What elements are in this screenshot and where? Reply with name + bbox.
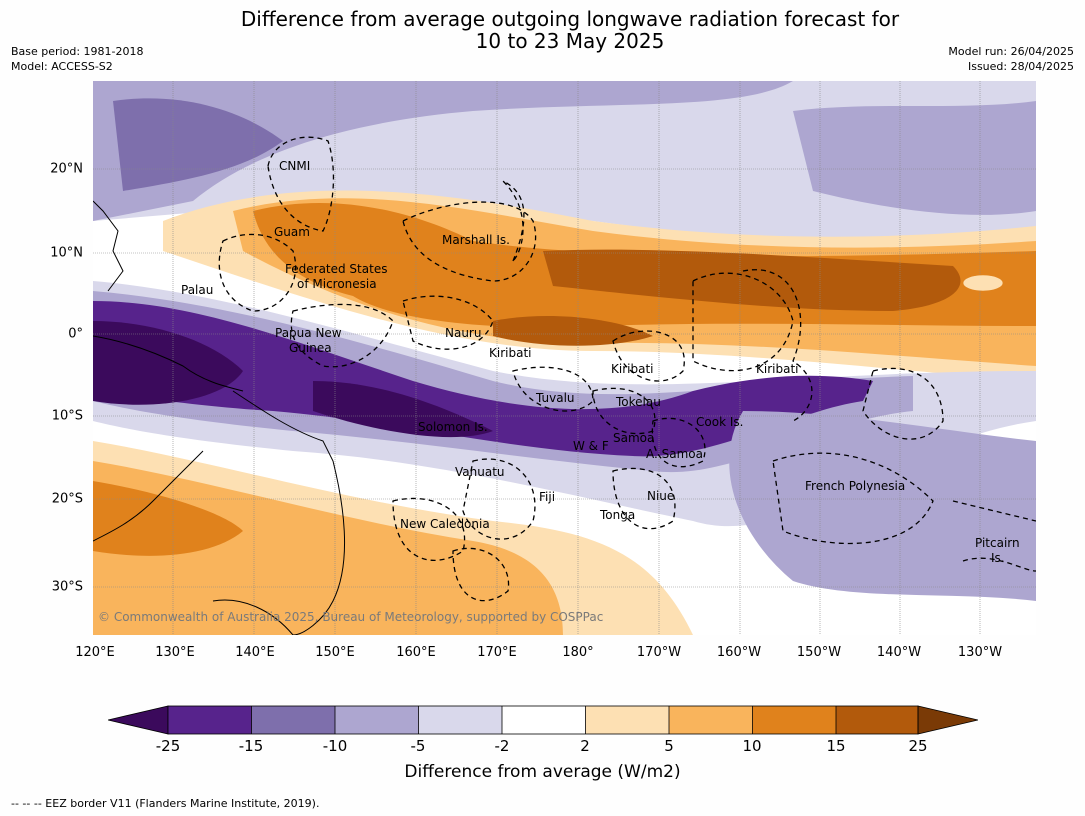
label-fsm-line2: of Micronesia <box>297 277 377 291</box>
shade-north-mid2 <box>793 101 1036 215</box>
label-fsm-line1: Federated States <box>285 262 388 276</box>
label-new-caledonia: New Caledonia <box>400 517 490 531</box>
chart-title: Difference from average outgoing longwav… <box>0 8 1085 52</box>
label-kiribati-west: Kiribati <box>489 346 532 360</box>
cb-tick-m15: -15 <box>238 737 264 755</box>
colorbar-bin-6 <box>585 706 669 734</box>
shade-purple-strong <box>93 301 873 457</box>
cb-tick-10: 10 <box>742 737 762 755</box>
label-cook: Cook Is. <box>696 415 744 429</box>
x-tick-160e: 160°E <box>396 645 436 660</box>
meta-right: Model run: 26/04/2025 Issued: 28/04/2025 <box>948 44 1074 74</box>
label-kiribati-central: Kiribati <box>611 362 654 376</box>
label-marshall: Marshall Is. <box>442 233 510 247</box>
y-tick-30s: 30°S <box>51 579 83 595</box>
model-run: Model run: 26/04/2025 <box>948 45 1074 58</box>
colorbar-bin-3 <box>335 706 419 734</box>
cb-tick-25: 25 <box>908 737 928 755</box>
colorbar <box>108 705 978 735</box>
eez-footnote: -- -- -- EEZ border V11 (Flanders Marine… <box>11 797 320 810</box>
shade-orange-dark <box>543 249 961 311</box>
label-pitcairn-line1: Pitcairn <box>975 536 1020 550</box>
shade-sw-orange-mid <box>93 461 563 635</box>
title-line-1: Difference from average outgoing longwav… <box>240 7 900 31</box>
label-png-line1: Papua New <box>275 326 342 340</box>
x-tick-180: 180° <box>562 645 594 660</box>
label-cnmi: CNMI <box>279 159 311 173</box>
meta-left: Base period: 1981-2018 Model: ACCESS-S2 <box>11 44 143 74</box>
model-name: Model: ACCESS-S2 <box>11 60 113 73</box>
x-tick-140e: 140°E <box>235 645 275 660</box>
y-tick-10n: 10°N <box>50 245 83 261</box>
label-tuvalu: Tuvalu <box>536 391 575 405</box>
label-tokelau: Tokelau <box>616 395 661 409</box>
label-samoa: Samoa <box>613 431 655 445</box>
label-french-polynesia: French Polynesia <box>805 479 906 493</box>
label-fiji: Fiji <box>539 490 556 504</box>
graticule <box>93 81 1036 635</box>
label-png-line2: Guinea <box>289 341 332 355</box>
shade-north-dark <box>113 98 283 191</box>
y-tick-20n: 20°N <box>50 161 83 177</box>
label-nauru: Nauru <box>445 326 482 340</box>
cb-tick-m10: -10 <box>322 737 348 755</box>
shade-north-mid <box>93 81 793 221</box>
cb-tick-m25: -25 <box>155 737 181 755</box>
label-wf: W & F <box>573 439 609 453</box>
x-tick-120e: 120°E <box>75 645 115 660</box>
shade-southeast-purple <box>729 411 1036 601</box>
x-tick-150w: 150°W <box>796 645 842 660</box>
cb-tick-15: 15 <box>826 737 846 755</box>
copyright-note: © Commonwealth of Australia 2025, Bureau… <box>98 610 604 624</box>
cb-tick-m5: -5 <box>410 737 426 755</box>
x-tick-130e: 130°E <box>155 645 195 660</box>
x-tick-140w: 140°W <box>876 645 922 660</box>
olr-anomaly-map: CNMI Guam Marshall Is. Federated States … <box>93 81 1036 635</box>
cb-tick-m2: -2 <box>494 737 510 755</box>
cb-tick-2: 2 <box>580 737 590 755</box>
colorbar-bin-1 <box>168 706 252 734</box>
x-tick-160w: 160°W <box>716 645 762 660</box>
label-palau: Palau <box>181 283 214 297</box>
label-pitcairn-line2: Is. <box>991 551 1005 565</box>
colorbar-bin-9 <box>836 706 918 734</box>
base-period: Base period: 1981-2018 <box>11 45 144 58</box>
x-tick-170w: 170°W <box>636 645 682 660</box>
label-solomon: Solomon Is. <box>418 420 488 434</box>
x-tick-130w: 130°W <box>957 645 1003 660</box>
label-vanuatu: Vanuatu <box>455 465 505 479</box>
colorbar-title: Difference from average (W/m2) <box>404 762 681 782</box>
x-tick-150e: 150°E <box>315 645 355 660</box>
label-kiribati-east: Kiribati <box>756 362 799 376</box>
issued-date: Issued: 28/04/2025 <box>967 60 1074 73</box>
label-niue: Niue <box>647 489 675 503</box>
colorbar-bin-4 <box>418 706 502 734</box>
colorbar-bin-2 <box>251 706 335 734</box>
y-tick-0: 0° <box>68 326 83 342</box>
colorbar-bin-8 <box>752 706 836 734</box>
colorbar-bin-7 <box>669 706 753 734</box>
shade-sw-orange-strong <box>93 481 243 556</box>
coastlines <box>93 200 345 635</box>
eez-borders <box>218 136 1036 602</box>
x-tick-170e: 170°E <box>477 645 517 660</box>
colorbar-extend-high <box>917 705 978 735</box>
shade-orange-dark2 <box>493 316 653 346</box>
y-tick-10s: 10°S <box>51 408 83 424</box>
colorbar-bin-5 <box>502 706 586 734</box>
label-american-samoa: A. Samoa <box>646 447 703 461</box>
label-guam: Guam <box>274 225 310 239</box>
cb-tick-5: 5 <box>664 737 674 755</box>
colorbar-extend-low <box>108 705 169 735</box>
label-tonga: Tonga <box>600 508 636 522</box>
map-canvas <box>93 81 1036 635</box>
shade-purple-darkest2 <box>313 381 493 438</box>
y-tick-20s: 20°S <box>51 491 83 507</box>
shade-purple-darkest <box>93 321 243 405</box>
title-line-2: 10 to 23 May 2025 <box>475 29 665 53</box>
